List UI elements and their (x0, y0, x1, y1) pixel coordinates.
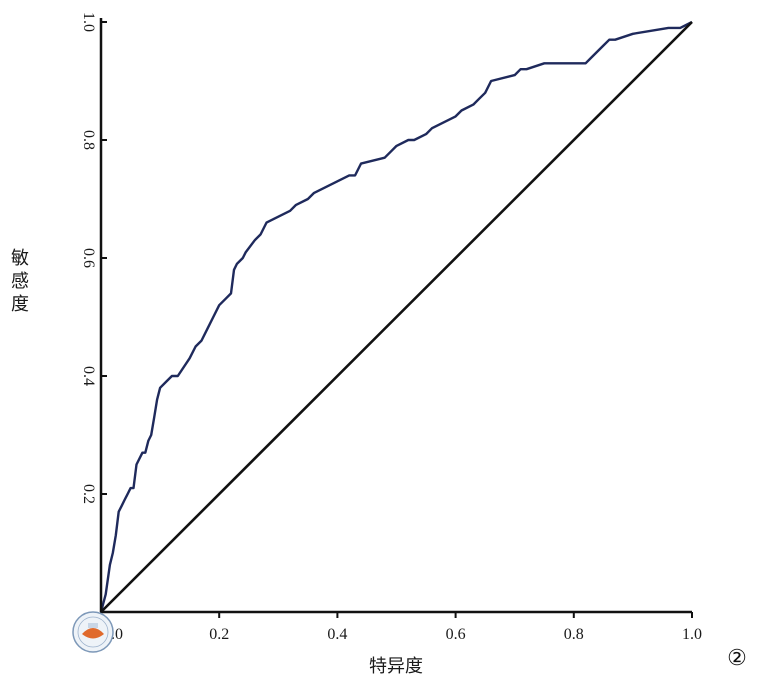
x-tick-label: 0.4 (327, 626, 347, 643)
publisher-seal-logo (72, 611, 114, 653)
y-tick-label: 0.6 (80, 248, 97, 268)
y-tick-label: 0.2 (80, 484, 97, 504)
x-axis-title: 特异度 (369, 656, 423, 677)
y-axis-title-char-3: 度 (11, 294, 29, 315)
plot-area (99, 20, 693, 613)
reference-diagonal-line (100, 21, 693, 613)
x-tick-label: 1.0 (682, 626, 702, 643)
axes (99, 18, 692, 614)
y-axis-title-char-1: 敏 (11, 248, 29, 269)
y-tick-label: 1.0 (80, 12, 97, 32)
y-axis-title-char-2: 感 (11, 271, 29, 292)
figure-number-marker: ② (727, 646, 747, 671)
y-tick-label: 0.8 (80, 130, 97, 150)
x-tick-label: 0.2 (209, 626, 229, 643)
roc-curve-line (99, 20, 693, 613)
x-tick-label: 0.6 (446, 626, 466, 643)
y-tick-label: 0.4 (80, 366, 97, 386)
x-tick-label: 0.8 (564, 626, 584, 643)
